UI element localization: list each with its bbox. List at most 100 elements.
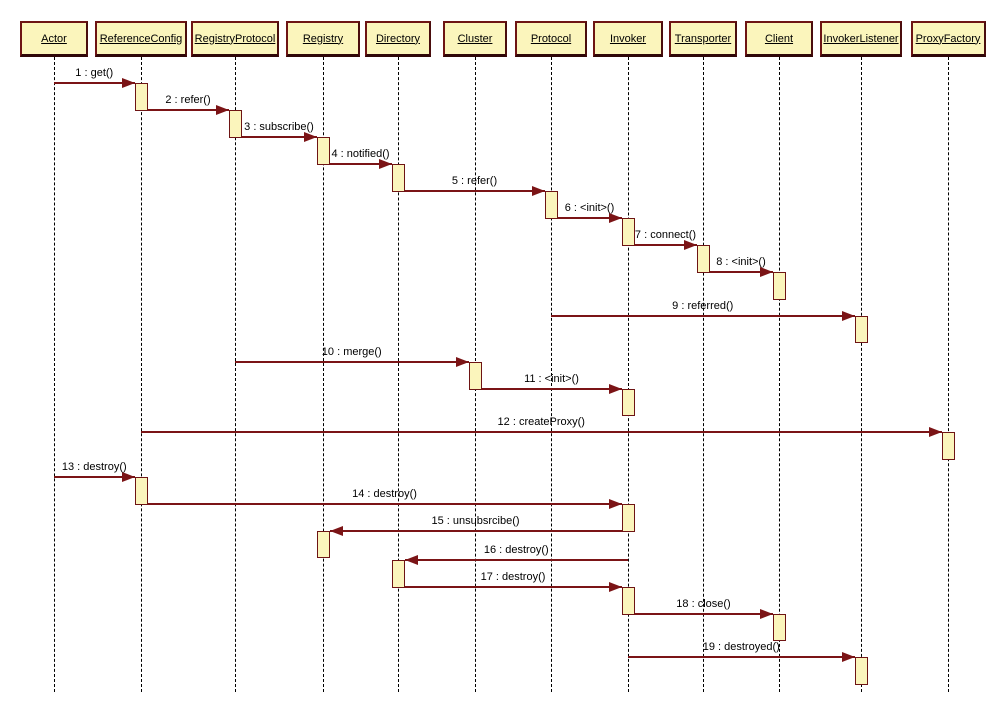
- message-label-1: 1 : get(): [75, 67, 114, 79]
- lifeline-proxyfactory: [947, 57, 949, 692]
- activation-bar-directory: [391, 560, 405, 588]
- participant-box-proxyfactory: ProxyFactory: [910, 21, 986, 57]
- message-label-16: 16 : destroy(): [483, 544, 549, 556]
- arrowhead-icon-13: [121, 472, 135, 482]
- message-label-7: 7 : connect(): [634, 229, 697, 241]
- message-label-10: 10 : merge(): [321, 346, 382, 358]
- activation-bar-invoker: [621, 218, 635, 246]
- participant-box-registry: Registry: [286, 21, 360, 57]
- lifeline-directory: [397, 57, 399, 692]
- participant-label: Invoker: [609, 32, 647, 45]
- activation-bar-invokerlistener: [854, 657, 868, 685]
- message-line-10: [235, 361, 469, 363]
- participant-box-referenceconfig: ReferenceConfig: [95, 21, 187, 57]
- message-label-11: 11 : <init>(): [524, 373, 579, 385]
- participant-box-directory: Directory: [365, 21, 431, 57]
- message-line-19: [628, 656, 855, 658]
- arrowhead-icon-3: [303, 132, 317, 142]
- message-line-18: [634, 613, 773, 615]
- message-line-5: [404, 190, 545, 192]
- message-label-6: 6 : <init>(): [564, 202, 615, 214]
- message-label-8: 8 : <init>(): [716, 256, 766, 268]
- participant-box-protocol: Protocol: [515, 21, 587, 57]
- activation-bar-client: [772, 272, 786, 300]
- arrowhead-icon-11: [608, 384, 622, 394]
- activation-bar-referenceconfig: [134, 83, 148, 111]
- message-label-3: 3 : subscribe(): [244, 121, 314, 133]
- participant-label: Protocol: [530, 32, 572, 45]
- lifeline-transporter: [702, 57, 704, 692]
- activation-bar-transporter: [696, 245, 710, 273]
- arrowhead-icon-15: [329, 526, 343, 536]
- message-line-8: [709, 271, 773, 273]
- arrowhead-icon-2: [215, 105, 229, 115]
- arrowhead-icon-9: [841, 311, 855, 321]
- activation-bar-registryprotocol: [228, 110, 242, 138]
- arrowhead-icon-1: [121, 78, 135, 88]
- lifeline-registry: [322, 57, 324, 692]
- activation-bar-client: [772, 614, 786, 641]
- arrowhead-icon-16: [404, 555, 418, 565]
- message-line-2: [147, 109, 229, 111]
- message-line-17: [404, 586, 622, 588]
- participant-label: RegistryProtocol: [194, 32, 276, 45]
- participant-label: ProxyFactory: [915, 32, 981, 45]
- participant-label: InvokerListener: [823, 32, 899, 45]
- arrowhead-icon-7: [683, 240, 697, 250]
- activation-bar-invokerlistener: [854, 316, 868, 343]
- arrowhead-icon-8: [759, 267, 773, 277]
- arrowhead-icon-18: [759, 609, 773, 619]
- participant-label: Transporter: [674, 32, 732, 45]
- message-label-9: 9 : referred(): [672, 300, 734, 312]
- message-line-13: [54, 476, 135, 478]
- arrowhead-icon-12: [928, 427, 942, 437]
- activation-bar-proxyfactory: [941, 432, 955, 460]
- message-label-15: 15 : unsubsrcibe(): [431, 515, 520, 527]
- participant-label: Directory: [375, 32, 420, 45]
- participant-box-invoker: Invoker: [593, 21, 663, 57]
- message-label-17: 17 : destroy(): [480, 571, 546, 583]
- lifeline-client: [778, 57, 780, 692]
- message-line-14: [147, 503, 622, 505]
- activation-bar-protocol: [544, 191, 558, 219]
- message-line-7: [634, 244, 697, 246]
- message-label-18: 18 : close(): [676, 598, 731, 610]
- message-line-4: [329, 163, 392, 165]
- activation-bar-invoker: [621, 504, 635, 532]
- message-line-15: [329, 530, 622, 532]
- message-line-3: [241, 136, 317, 138]
- activation-bar-referenceconfig: [134, 477, 148, 505]
- lifeline-invokerlistener: [860, 57, 862, 692]
- lifeline-referenceconfig: [140, 57, 142, 692]
- activation-bar-directory: [391, 164, 405, 192]
- participant-label: Registry: [302, 32, 344, 45]
- participant-box-registryprotocol: RegistryProtocol: [191, 21, 279, 57]
- message-label-12: 12 : createProxy(): [497, 416, 585, 428]
- participant-box-transporter: Transporter: [669, 21, 737, 57]
- activation-bar-registry: [316, 137, 330, 165]
- message-line-6: [557, 217, 622, 219]
- message-label-14: 14 : destroy(): [352, 488, 417, 500]
- arrowhead-icon-5: [531, 186, 545, 196]
- arrowhead-icon-6: [608, 213, 622, 223]
- message-line-16: [404, 559, 628, 561]
- arrowhead-icon-19: [841, 652, 855, 662]
- lifeline-registryprotocol: [234, 57, 236, 692]
- participant-box-invokerlistener: InvokerListener: [820, 21, 902, 57]
- lifeline-protocol: [550, 57, 552, 692]
- participant-box-cluster: Cluster: [443, 21, 507, 57]
- participant-label: Actor: [41, 32, 67, 45]
- message-line-11: [481, 388, 622, 390]
- participant-label: Cluster: [457, 32, 493, 45]
- message-label-2: 2 : refer(): [165, 94, 211, 106]
- message-label-4: 4 : notified(): [331, 148, 390, 160]
- message-line-12: [141, 431, 942, 433]
- participant-box-client: Client: [745, 21, 813, 57]
- message-line-1: [54, 82, 135, 84]
- arrowhead-icon-17: [608, 582, 622, 592]
- activation-bar-invoker: [621, 389, 635, 416]
- participant-label: ReferenceConfig: [99, 32, 183, 45]
- participant-label: Client: [764, 32, 794, 45]
- activation-bar-cluster: [468, 362, 482, 390]
- lifeline-invoker: [627, 57, 629, 692]
